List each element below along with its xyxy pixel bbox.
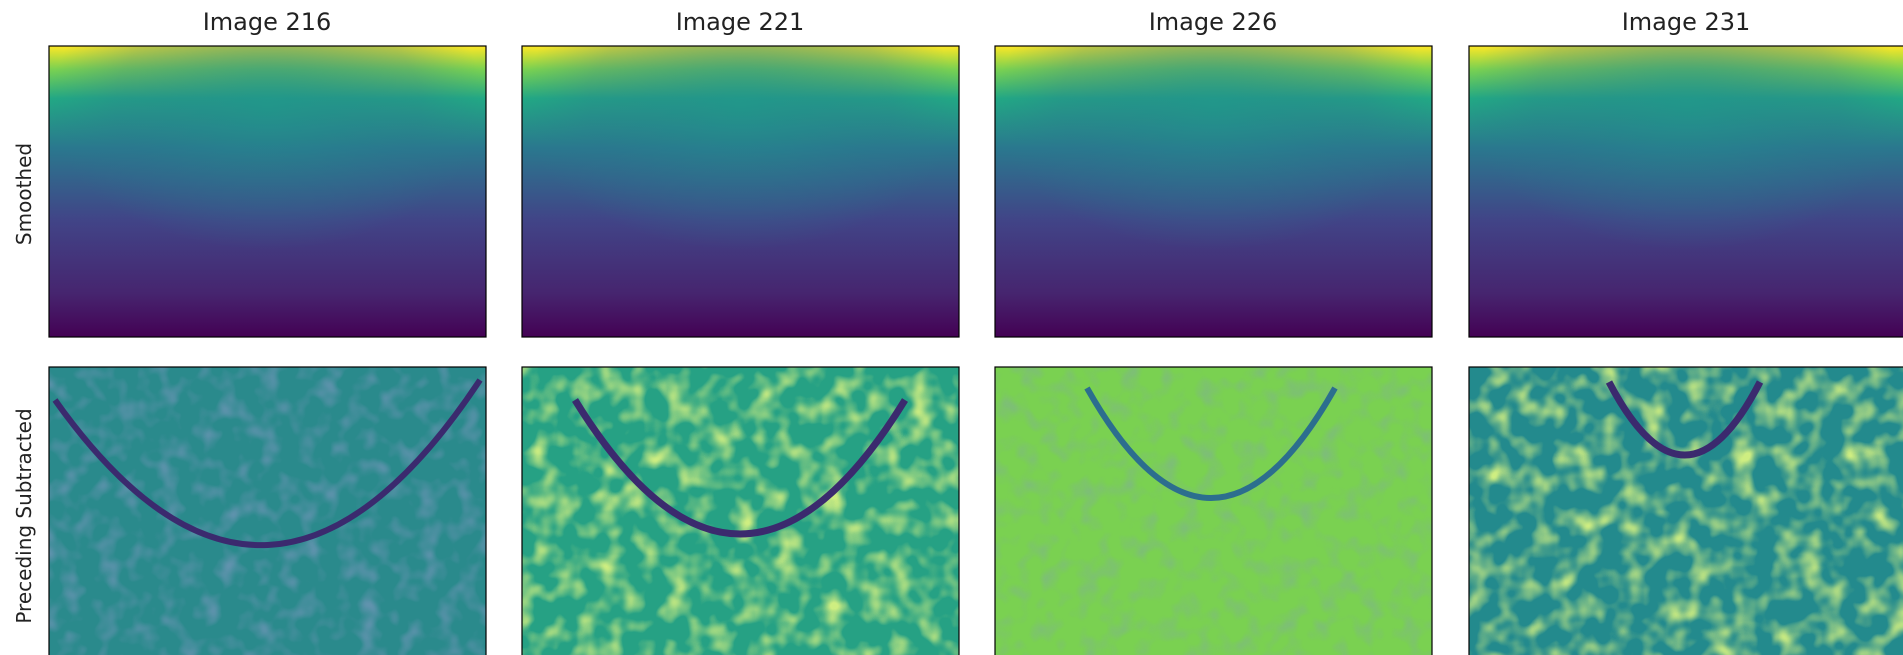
image-panel xyxy=(1469,46,1903,337)
smoothed-row xyxy=(49,46,1903,337)
row-label: Smoothed xyxy=(12,143,36,245)
column-title: Image 226 xyxy=(1149,8,1278,36)
figure: Image 216 Image 221 Image 226 Image 231 … xyxy=(0,0,1903,655)
row-label: Preceding Subtracted xyxy=(12,408,36,623)
column-title: Image 231 xyxy=(1622,8,1751,36)
image-panel xyxy=(49,46,486,337)
image-panel xyxy=(522,367,959,655)
subtracted-row xyxy=(49,367,1903,655)
image-panel xyxy=(522,46,959,337)
image-panel xyxy=(1469,367,1903,655)
column-title: Image 216 xyxy=(203,8,332,36)
image-panel xyxy=(995,46,1432,337)
image-panel xyxy=(49,367,486,655)
column-title: Image 221 xyxy=(676,8,805,36)
image-panel xyxy=(995,367,1432,655)
